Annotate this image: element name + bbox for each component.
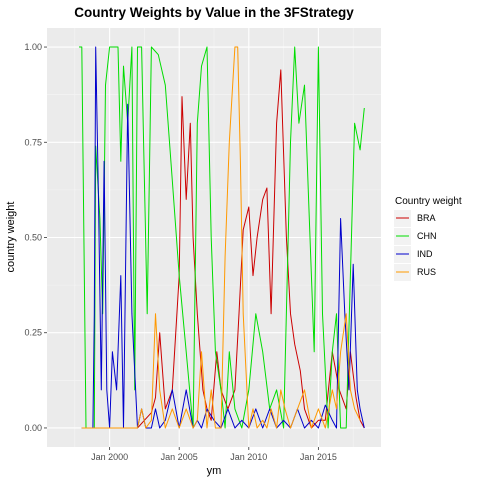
x-tick-label: Jan 2000 (91, 452, 128, 462)
y-axis: 0.00 0.25 0.50 0.75 1.00 (24, 42, 47, 433)
series-line-rus (81, 46, 361, 429)
y-tick-label: 0.50 (24, 233, 42, 243)
y-tick-label: 1.00 (24, 42, 42, 52)
y-tick-label: 0.25 (24, 328, 42, 338)
x-tick-label: Jan 2010 (230, 452, 267, 462)
x-axis-title: ym (207, 465, 222, 477)
series-line-chn (79, 46, 365, 429)
series-lines (79, 46, 365, 429)
chart-title: Country Weights by Value in the 3FStrate… (74, 5, 354, 20)
series-line-ind (81, 46, 365, 429)
legend-label-rus: RUS (417, 267, 436, 277)
legend-label-ind: IND (417, 249, 433, 259)
y-tick-label: 0.00 (24, 423, 42, 433)
legend-label-chn: CHN (417, 231, 437, 241)
legend-label-bra: BRA (417, 213, 436, 223)
major-gridlines (47, 28, 381, 447)
y-axis-title: country weight (5, 202, 17, 273)
x-axis: Jan 2000 Jan 2005 Jan 2010 Jan 2015 (91, 447, 337, 462)
legend-title: Country weight (395, 196, 462, 207)
legend: Country weight BRA CHN IND RUS (394, 196, 462, 281)
x-tick-label: Jan 2015 (300, 452, 337, 462)
legend-items: BRA CHN IND RUS (394, 210, 437, 281)
x-tick-label: Jan 2005 (161, 452, 198, 462)
y-tick-label: 0.75 (24, 137, 42, 147)
